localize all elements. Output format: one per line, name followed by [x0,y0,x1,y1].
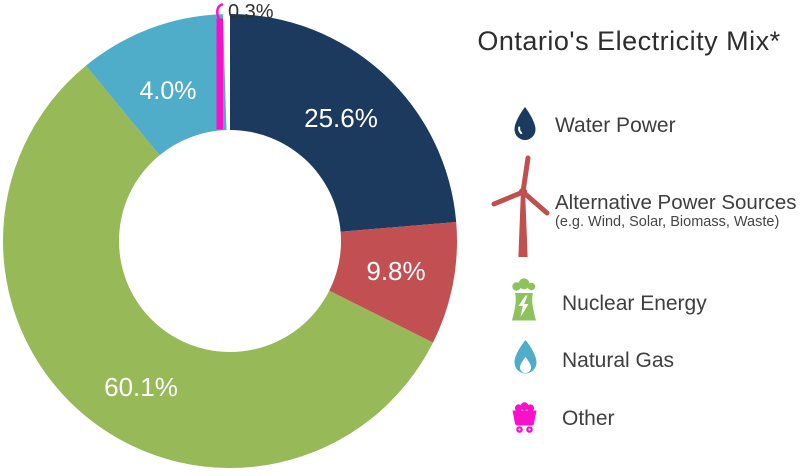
legend-label-other: Other [562,407,615,430]
water-drop-icon [514,107,536,140]
legend-label-nuclear-energy: Nuclear Energy [562,292,707,315]
gas-flame-icon [514,340,537,374]
slice-nuclear-energy [3,65,433,468]
wind-turbine-icon [491,155,550,257]
slice-value-other: 0.3% [228,1,274,23]
legend-panel: Ontario's Electricity Mix* Water Power A… [460,0,800,476]
slice-value-water-power: 25.6% [304,103,378,133]
slice-other [216,18,223,130]
slice-alternative-power-sources [329,222,458,343]
slice-value-nuclear-energy: 60.1% [104,372,178,402]
mine-cart-icon [512,402,537,433]
slice-natural-gas [85,14,227,156]
slice-water-power [230,14,457,232]
other-slice-leader-line [216,3,224,20]
nuclear-plant-icon [512,278,536,321]
legend-label-alternative-power-sources: Alternative Power Sources [555,191,797,214]
slice-value-alternative-power-sources: 9.8% [366,256,425,286]
legend-label-natural-gas: Natural Gas [562,349,675,372]
legend-label-water-power: Water Power [555,114,676,137]
chart-title: Ontario's Electricity Mix* [477,26,781,56]
legend-sublabel-alternative-examples: (e.g. Wind, Solar, Biomass, Waste) [555,214,780,230]
slice-value-natural-gas: 4.0% [140,77,197,105]
donut-chart: 25.6% 9.8% 60.1% 4.0% 0.3% [3,1,458,468]
